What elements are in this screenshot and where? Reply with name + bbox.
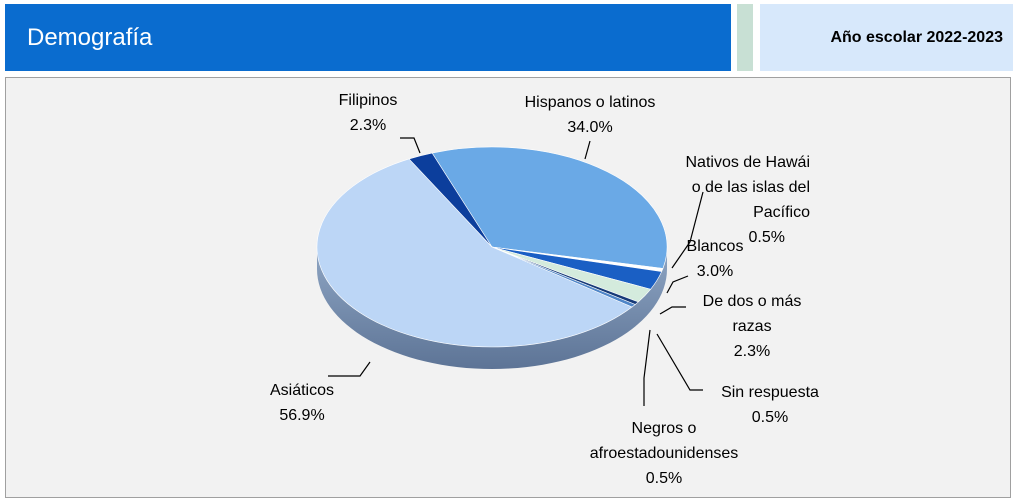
leader-line [643,329,651,406]
leader-line [656,333,703,391]
leader-line [328,361,371,377]
slice-label: Asiáticos 56.9% [270,382,334,424]
page-title: Demografía [5,4,731,71]
pie-side-wall [317,247,667,369]
slice-label: Sin respuesta 0.5% [721,384,819,426]
slice-label: Negros o afroestadounidenses 0.5% [590,420,739,487]
header-accent-bar [737,4,753,71]
slice-label: De dos o más razas 2.3% [703,293,802,360]
leader-line [584,140,591,160]
pie-slice [316,158,633,348]
leader-line [666,275,689,294]
school-year-label: Año escolar 2022-2023 [760,4,1013,71]
leader-line [659,306,686,315]
pie-slice [431,146,668,269]
pie-slice [408,152,493,248]
slice-label: Blancos 3.0% [687,238,744,280]
slice-label: Hispanos o latinos 34.0% [525,94,656,136]
leader-line [671,191,704,269]
leader-line [400,137,421,154]
slice-label: Nativos de Hawái o de las islas del Pacífi… [686,154,811,246]
slice-label: Filipinos 2.3% [339,92,398,134]
